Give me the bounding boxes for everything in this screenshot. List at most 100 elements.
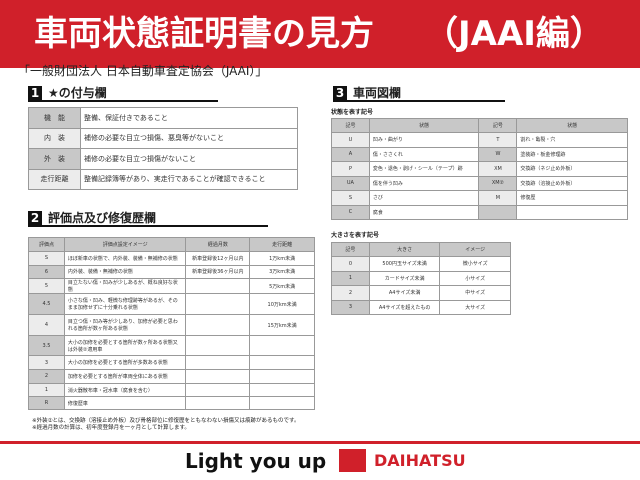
section1-heading: 1 ★の付与欄: [28, 86, 218, 102]
table-cell: XM②: [478, 175, 518, 191]
table-cell: 状態: [516, 118, 628, 133]
table-cell: 1: [331, 270, 370, 286]
table-cell: [249, 382, 315, 398]
table-cell: 走行距離: [28, 168, 81, 190]
star-table: 機 能整備、保証付きであること内 装補修の必要な目立つ損傷、悪臭等がないこと外 …: [28, 107, 298, 190]
table-cell: 小さな傷・凹み、軽微な修理跡等があるが、そのまま加修せずに十分乗れる状態: [63, 293, 187, 316]
table-row: P 変色・退色・剥げ・シール（テープ）跡 XM 交換跡（ネジ止め外板）: [331, 161, 628, 177]
table-cell: 大きさ: [368, 242, 441, 257]
table-row: U 凹み・曲がり T 割れ・亀裂・穴: [331, 132, 628, 148]
table-cell: A4サイズを超えたもの: [368, 299, 441, 315]
table-cell: T: [478, 132, 518, 148]
table-cell: 補修の必要な目立つ損傷がないこと: [80, 148, 298, 170]
table-cell: 6: [28, 264, 65, 280]
table-row: UA 傷を伴う凹み XM② 交換跡（溶接止め外板）: [331, 175, 628, 191]
organization: 「一般財団法人 日本自動車査定協会（JAAI）」: [18, 64, 268, 78]
table-cell: 3万km未満: [249, 264, 315, 280]
table-cell: S: [28, 251, 65, 266]
table-cell: 加修を必要とする箇所が車両全体にある状態: [63, 369, 187, 384]
table-cell: UA: [331, 175, 370, 191]
table-cell: イメージ: [439, 242, 511, 257]
table-cell: 小サイズ: [439, 270, 511, 286]
table-cell: C: [331, 204, 370, 220]
table-cell: 状態: [368, 118, 480, 133]
table-cell: S: [331, 190, 370, 206]
table-cell: 1万km未満: [249, 251, 315, 266]
table-cell: 5万km未満: [249, 278, 315, 295]
table-row: 0 500円玉サイズ未満 微小サイズ: [331, 256, 511, 272]
table-cell: [249, 335, 315, 357]
table-cell: A4サイズ未満: [368, 285, 441, 301]
table-cell: 大小の加修を必要とする箇所が多数ある状態: [63, 355, 187, 371]
table-cell: 塗装跡・板金修理跡: [516, 146, 628, 162]
table-cell: 補修の必要な目立つ損傷、悪臭等がないこと: [80, 127, 298, 149]
table-cell: 大小の加修を必要とする箇所が数ヶ所ある状態又は外装②適用車: [63, 335, 187, 357]
table-row: S ほぼ新車の状態で、内外装、装備・無補修の状態 新車登録後12ヶ月以内 1万km未満: [28, 251, 315, 266]
table-cell: 3: [28, 355, 65, 371]
table-cell: [249, 355, 315, 371]
table-row: 2 A4サイズ未満 中サイズ: [331, 285, 511, 301]
table-row: R 修復歴車: [28, 396, 315, 411]
table-cell: 10万km未満: [249, 293, 315, 316]
table-cell: [478, 204, 518, 220]
table-cell: 整備記録簿等があり、実走行であることが確認できること: [80, 168, 298, 190]
table-cell: [185, 314, 251, 337]
table-cell: W: [478, 146, 518, 162]
table-cell: 4.5: [28, 293, 65, 316]
daihatsu-logo-icon: [339, 449, 366, 472]
size-caption: 大きさを表す記号: [331, 232, 380, 239]
size-table: 記号 大きさ イメージ 0 500円玉サイズ未満 微小サイズ 1 カードサイズ未満 小サイズ 2 A…: [331, 242, 511, 315]
state-caption: 状態を表す記号: [331, 109, 374, 116]
table-row: 3 A4サイズを超えたもの 大サイズ: [331, 299, 511, 315]
table-row: 内 装補修の必要な目立つ損傷、悪臭等がないこと: [28, 127, 298, 149]
table-row: 5 目立たない傷・凹みが少しあるが、概ね良好な状態 5万km未満: [28, 278, 315, 295]
table-cell: 5: [28, 278, 65, 295]
table-cell: 0: [331, 256, 370, 272]
table-cell: 走行距離: [249, 237, 315, 252]
table-cell: U: [331, 132, 370, 148]
page-subtitle: （JAAI編）: [424, 14, 604, 54]
table-cell: 傷・ささくれ: [368, 146, 480, 162]
section3-heading: 3 車両図欄: [333, 86, 505, 102]
table-row: C 腐食: [331, 204, 628, 220]
table-cell: 修復歴車: [63, 396, 187, 411]
table-cell: 評価点設定イメージ: [63, 237, 187, 252]
table-cell: 目立たない傷・凹みが少しあるが、概ね良好な状態: [63, 278, 187, 295]
table-cell: [185, 369, 251, 384]
table-row: 評価点 評価点設定イメージ 経過月数 走行距離: [28, 237, 315, 252]
table-cell: 新車登録後36ヶ月以内: [185, 264, 251, 280]
table-row: 4 目立つ傷・凹み等が少しあり、加修が必要と思われる箇所が数ヶ所ある状態 15万km…: [28, 314, 315, 337]
table-cell: 500円玉サイズ未満: [368, 256, 441, 272]
table-cell: 経過月数: [185, 237, 251, 252]
table-cell: 機 能: [28, 107, 81, 129]
table-cell: 中サイズ: [439, 285, 511, 301]
table-row: S さび M 修復歴: [331, 190, 628, 206]
table-cell: 変色・退色・剥げ・シール（テープ）跡: [368, 161, 480, 177]
table-cell: [185, 278, 251, 295]
table-row: 記号 状態 記号 状態: [331, 118, 628, 133]
table-cell: 大サイズ: [439, 299, 511, 315]
table-cell: 記号: [331, 242, 370, 257]
table-cell: 外 装: [28, 148, 81, 170]
table-cell: 1: [28, 382, 65, 398]
table-cell: [185, 293, 251, 316]
table-row: 機 能整備、保証付きであること: [28, 107, 298, 129]
table-cell: 3.5: [28, 335, 65, 357]
table-cell: XM: [478, 161, 518, 177]
table-cell: 内外装、装備・無補修の状態: [63, 264, 187, 280]
table-cell: 記号: [478, 118, 518, 133]
table-cell: 新車登録後12ヶ月以内: [185, 251, 251, 266]
table-cell: [249, 396, 315, 411]
table-cell: さび: [368, 190, 480, 206]
page-title: 車両状態証明書の見方: [34, 14, 374, 54]
table-row: 3 大小の加修を必要とする箇所が多数ある状態: [28, 355, 315, 371]
grade-table: 評価点 評価点設定イメージ 経過月数 走行距離 S ほぼ新車の状態で、内外装、装備・無補修…: [28, 237, 315, 411]
table-cell: 内 装: [28, 127, 81, 149]
table-cell: 整備、保証付きであること: [80, 107, 298, 129]
table-row: 外 装補修の必要な目立つ損傷がないこと: [28, 148, 298, 170]
brand-name: DAIHATSU: [374, 451, 466, 470]
table-row: 3.5 大小の加修を必要とする箇所が数ヶ所ある状態又は外装②適用車: [28, 335, 315, 357]
table-cell: ほぼ新車の状態で、内外装、装備・無補修の状態: [63, 251, 187, 266]
table-row: 6 内外装、装備・無補修の状態 新車登録後36ヶ月以内 3万km未満: [28, 264, 315, 280]
table-cell: P: [331, 161, 370, 177]
